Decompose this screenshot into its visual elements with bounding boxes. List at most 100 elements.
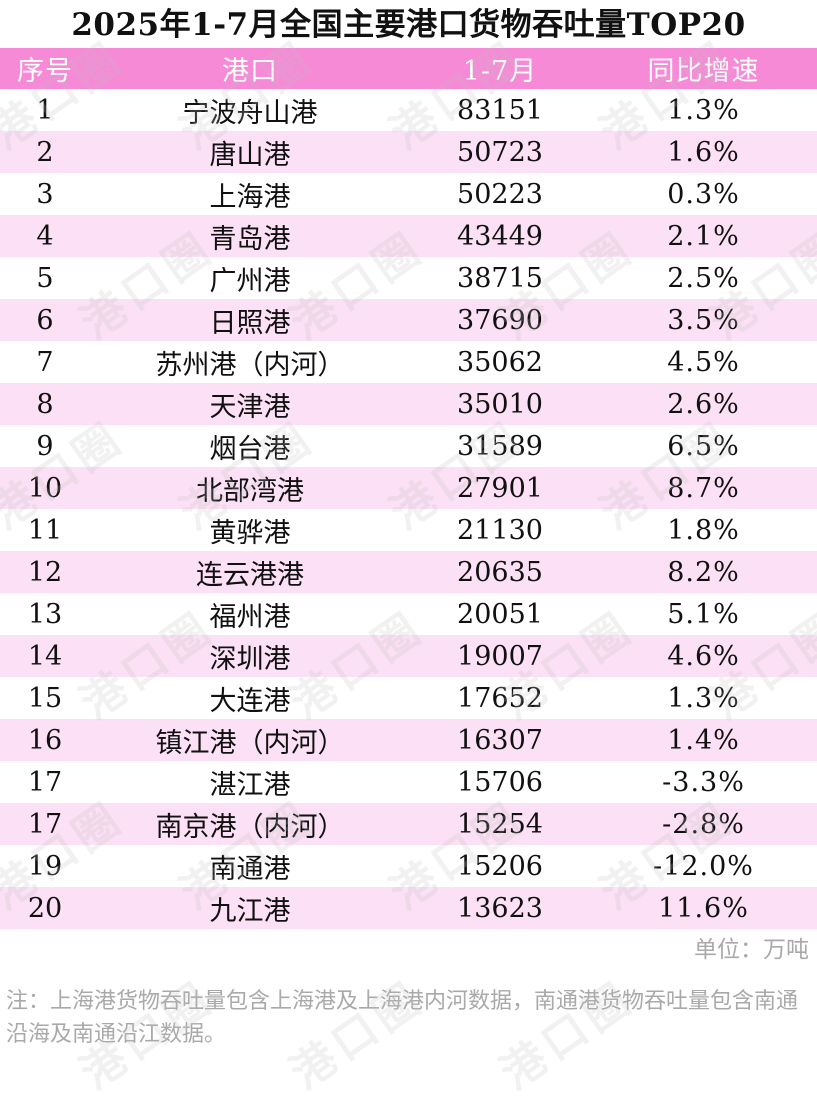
volume-cell: 16307	[410, 719, 590, 761]
port-cell: 大连港	[90, 677, 410, 719]
growth-cell: -12.0%	[590, 845, 817, 887]
growth-cell: 4.6%	[590, 635, 817, 677]
port-cell: 连云港港	[90, 551, 410, 593]
port-cell: 南京港（内河）	[90, 803, 410, 845]
rank-cell: 1	[0, 89, 90, 131]
growth-cell: 8.7%	[590, 467, 817, 509]
port-cell: 烟台港	[90, 425, 410, 467]
port-cell: 上海港	[90, 173, 410, 215]
table-header-row: 序号 港口 1-7月 同比增速	[0, 48, 817, 89]
rank-cell: 14	[0, 635, 90, 677]
port-cell: 黄骅港	[90, 509, 410, 551]
unit-label: 单位：万吨	[694, 937, 809, 963]
table-row: 6 日照港 37690 3.5%	[0, 299, 817, 341]
volume-cell: 50223	[410, 173, 590, 215]
port-cell: 宁波舟山港	[90, 89, 410, 131]
port-throughput-table: 序号 港口 1-7月 同比增速 1 宁波舟山港 83151 1.3% 2 唐山港 50723…	[0, 48, 817, 929]
header-growth: 同比增速	[590, 48, 817, 89]
rank-cell: 4	[0, 215, 90, 257]
table-row: 12 连云港港 20635 8.2%	[0, 551, 817, 593]
table-row: 15 大连港 17652 1.3%	[0, 677, 817, 719]
growth-cell: -3.3%	[590, 761, 817, 803]
rank-cell: 20	[0, 887, 90, 929]
port-cell: 福州港	[90, 593, 410, 635]
volume-cell: 20051	[410, 593, 590, 635]
growth-cell: 4.5%	[590, 341, 817, 383]
volume-cell: 38715	[410, 257, 590, 299]
table-row: 10 北部湾港 27901 8.7%	[0, 467, 817, 509]
port-cell: 天津港	[90, 383, 410, 425]
growth-cell: 1.6%	[590, 131, 817, 173]
rank-cell: 13	[0, 593, 90, 635]
port-cell: 北部湾港	[90, 467, 410, 509]
footnote: 注：上海港货物吞吐量包含上海港及上海港内河数据，南通港货物吞吐量包含南通沿海及南…	[6, 989, 799, 1047]
growth-cell: 1.3%	[590, 89, 817, 131]
table-row: 9 烟台港 31589 6.5%	[0, 425, 817, 467]
growth-cell: 8.2%	[590, 551, 817, 593]
rank-cell: 3	[0, 173, 90, 215]
port-cell: 日照港	[90, 299, 410, 341]
table-row: 7 苏州港（内河） 35062 4.5%	[0, 341, 817, 383]
table-row: 17 南京港（内河） 15254 -2.8%	[0, 803, 817, 845]
growth-cell: 3.5%	[590, 299, 817, 341]
growth-cell: 0.3%	[590, 173, 817, 215]
table-row: 17 湛江港 15706 -3.3%	[0, 761, 817, 803]
port-cell: 九江港	[90, 887, 410, 929]
volume-cell: 17652	[410, 677, 590, 719]
growth-cell: 2.5%	[590, 257, 817, 299]
growth-cell: 5.1%	[590, 593, 817, 635]
volume-cell: 37690	[410, 299, 590, 341]
growth-cell: 11.6%	[590, 887, 817, 929]
rank-cell: 2	[0, 131, 90, 173]
rank-cell: 8	[0, 383, 90, 425]
table-row: 3 上海港 50223 0.3%	[0, 173, 817, 215]
table-row: 11 黄骅港 21130 1.8%	[0, 509, 817, 551]
port-cell: 南通港	[90, 845, 410, 887]
growth-cell: 2.6%	[590, 383, 817, 425]
rank-cell: 17	[0, 761, 90, 803]
rank-cell: 19	[0, 845, 90, 887]
table-row: 5 广州港 38715 2.5%	[0, 257, 817, 299]
rank-cell: 10	[0, 467, 90, 509]
volume-cell: 31589	[410, 425, 590, 467]
volume-cell: 20635	[410, 551, 590, 593]
rank-cell: 9	[0, 425, 90, 467]
growth-cell: 1.4%	[590, 719, 817, 761]
header-rank: 序号	[0, 48, 90, 89]
volume-cell: 50723	[410, 131, 590, 173]
volume-cell: 83151	[410, 89, 590, 131]
page-title: 2025年1-7月全国主要港口货物吞吐量TOP20	[71, 7, 746, 43]
table-row: 20 九江港 13623 11.6%	[0, 887, 817, 929]
volume-cell: 21130	[410, 509, 590, 551]
header-volume: 1-7月	[410, 48, 590, 89]
volume-cell: 15706	[410, 761, 590, 803]
volume-cell: 35010	[410, 383, 590, 425]
table-row: 8 天津港 35010 2.6%	[0, 383, 817, 425]
table-row: 4 青岛港 43449 2.1%	[0, 215, 817, 257]
growth-cell: -2.8%	[590, 803, 817, 845]
header-port: 港口	[90, 48, 410, 89]
volume-cell: 15206	[410, 845, 590, 887]
rank-cell: 15	[0, 677, 90, 719]
rank-cell: 16	[0, 719, 90, 761]
table-body: 1 宁波舟山港 83151 1.3% 2 唐山港 50723 1.6% 3 上海港 50223 0.3…	[0, 89, 817, 929]
port-cell: 广州港	[90, 257, 410, 299]
rank-cell: 17	[0, 803, 90, 845]
table-row: 14 深圳港 19007 4.6%	[0, 635, 817, 677]
port-cell: 唐山港	[90, 131, 410, 173]
rank-cell: 11	[0, 509, 90, 551]
port-cell: 青岛港	[90, 215, 410, 257]
port-cell: 镇江港（内河）	[90, 719, 410, 761]
rank-cell: 12	[0, 551, 90, 593]
volume-cell: 13623	[410, 887, 590, 929]
volume-cell: 27901	[410, 467, 590, 509]
growth-cell: 1.8%	[590, 509, 817, 551]
growth-cell: 2.1%	[590, 215, 817, 257]
volume-cell: 43449	[410, 215, 590, 257]
table-row: 19 南通港 15206 -12.0%	[0, 845, 817, 887]
volume-cell: 19007	[410, 635, 590, 677]
port-cell: 湛江港	[90, 761, 410, 803]
table-row: 13 福州港 20051 5.1%	[0, 593, 817, 635]
port-cell: 深圳港	[90, 635, 410, 677]
rank-cell: 7	[0, 341, 90, 383]
